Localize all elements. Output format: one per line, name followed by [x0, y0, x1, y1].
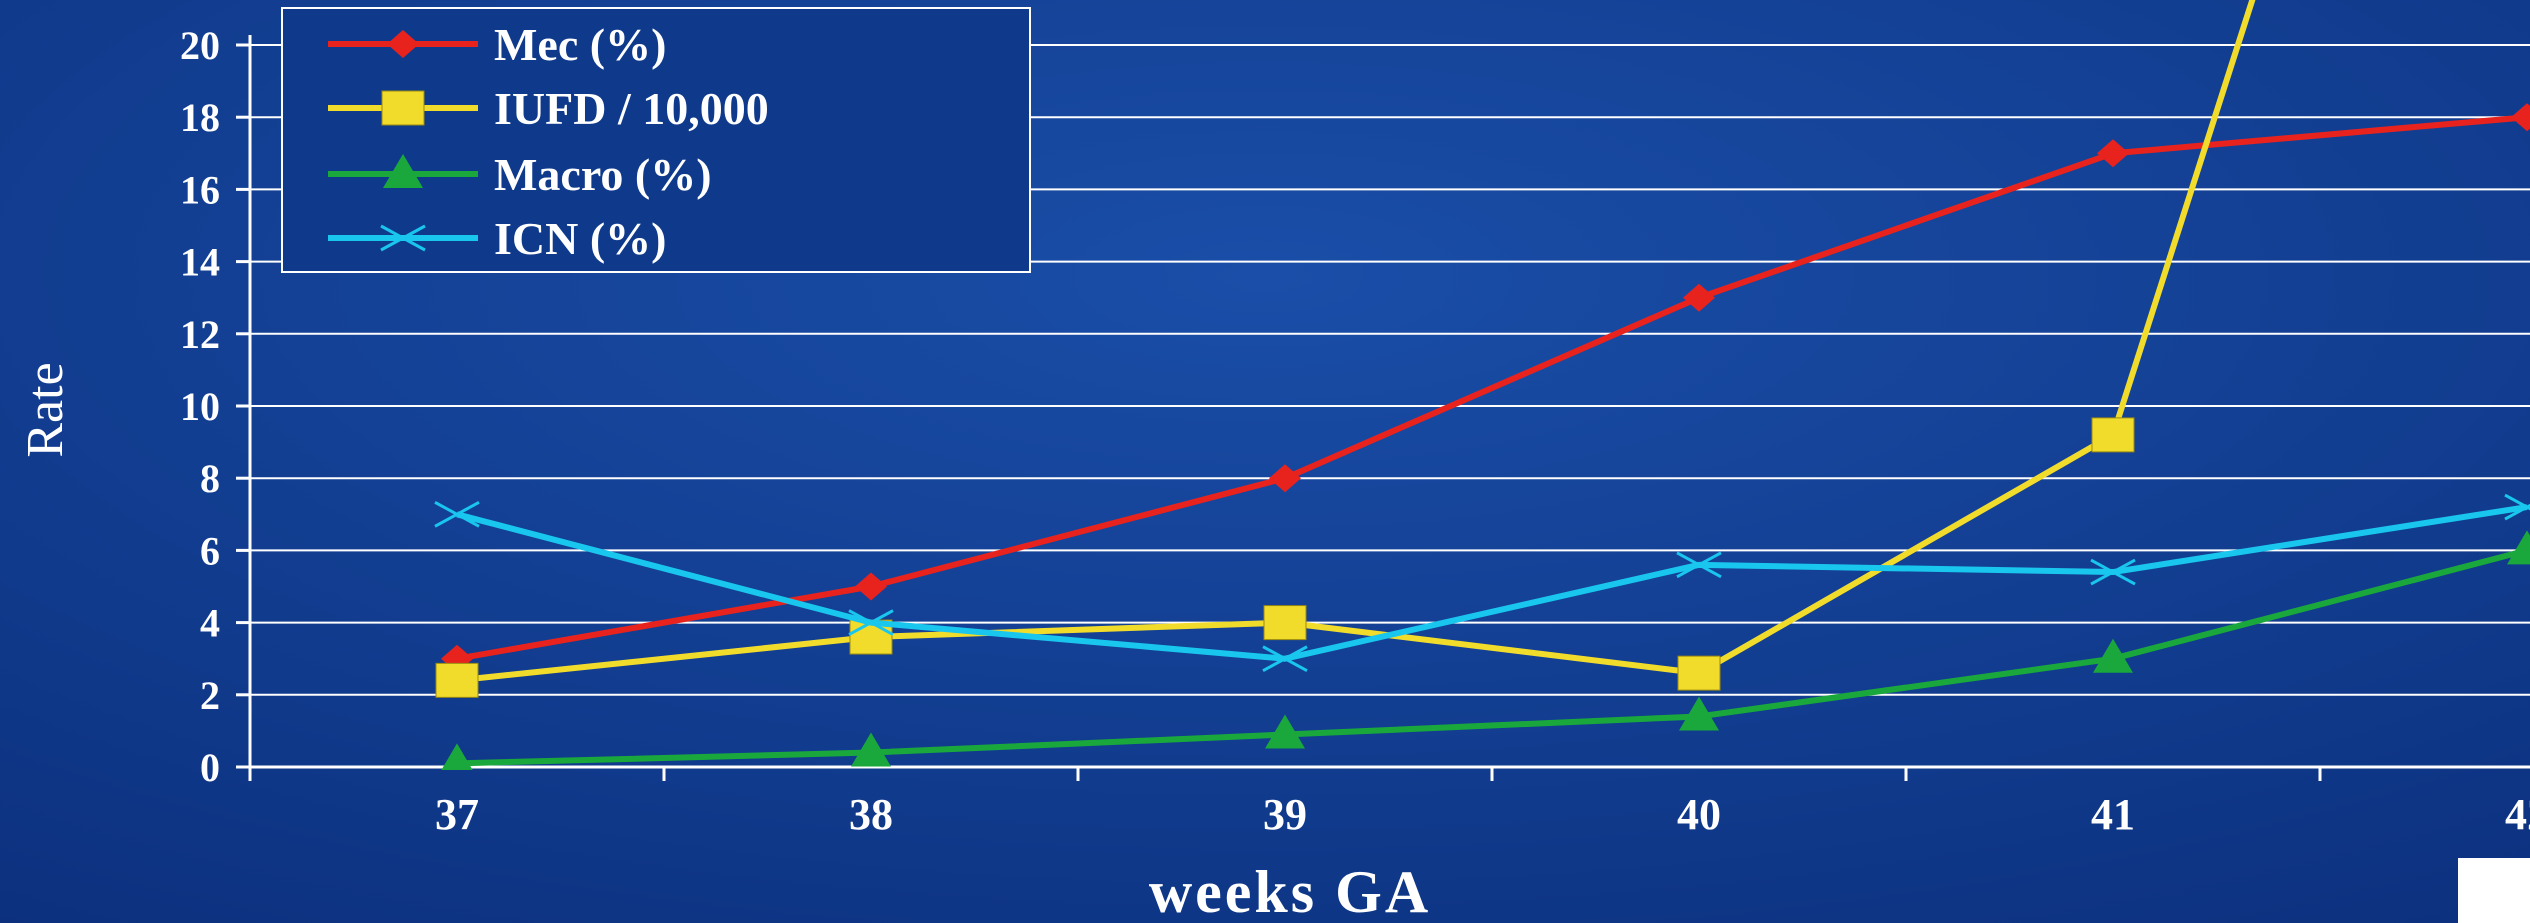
legend-marker [380, 224, 426, 252]
data-point [434, 500, 480, 528]
legend-entry: IUFD / 10,000 [328, 83, 769, 134]
series-1 [435, 0, 2256, 698]
data-point [2093, 638, 2133, 673]
legend-entry: ICN (%) [328, 213, 666, 264]
y-tick-label: 20 [180, 23, 220, 68]
legend-label: Macro (%) [494, 149, 712, 200]
data-point [1677, 655, 1721, 691]
series-0 [441, 103, 2530, 673]
y-tick-label: 0 [200, 745, 220, 790]
x-tick-label: 41 [2091, 790, 2135, 839]
series-line [456, 0, 2256, 684]
data-point [2097, 139, 2129, 168]
tick-labels: 0 2 4 6 8 10 12 14 16 18 20 37 38 39 40 41 42 [180, 23, 2530, 839]
x-tick-label: 38 [849, 790, 893, 839]
data-point [1269, 464, 1301, 493]
y-tick-label: 6 [200, 528, 220, 573]
axes [236, 35, 2530, 781]
data-point [848, 609, 894, 636]
legend-entry: Mec (%) [328, 19, 666, 70]
data-point [1265, 714, 1305, 749]
data-point [1683, 283, 1715, 312]
series-line [456, 114, 2528, 662]
x-tick-label: 42 [2505, 790, 2530, 839]
data-point [2511, 103, 2530, 132]
series-group [434, 0, 2530, 770]
data-point [2091, 417, 2135, 453]
legend-label: ICN (%) [494, 213, 666, 264]
data-point [851, 732, 891, 767]
series-3 [434, 493, 2530, 673]
data-point [2507, 530, 2530, 565]
data-point [1263, 605, 1307, 641]
y-tick-label: 4 [200, 601, 220, 646]
x-tick-label: 40 [1677, 790, 1721, 839]
legend-label: Mec (%) [494, 19, 666, 70]
corner-overlay [2458, 858, 2530, 923]
y-tick-label: 8 [200, 456, 220, 501]
y-tick-label: 18 [180, 95, 220, 140]
y-tick-label: 2 [200, 673, 220, 718]
data-point [435, 662, 479, 698]
x-tick-label: 39 [1263, 790, 1307, 839]
legend-label: IUFD / 10,000 [494, 83, 769, 134]
data-point [2090, 558, 2136, 586]
data-point [2504, 493, 2530, 521]
series-line [456, 504, 2528, 662]
series-2 [441, 530, 2530, 770]
y-tick-label: 12 [180, 312, 220, 357]
data-point [855, 572, 887, 601]
y-tick-label: 10 [180, 384, 220, 429]
data-point [1676, 551, 1722, 579]
legend-marker [387, 30, 419, 58]
data-point [1262, 645, 1308, 673]
data-point [1679, 696, 1719, 731]
legend-entry: Macro (%) [328, 149, 712, 200]
y-tick-label: 14 [180, 240, 220, 285]
legend-marker [381, 90, 425, 126]
data-point [441, 743, 473, 770]
legend-marker [383, 154, 423, 188]
x-tick-label: 37 [435, 790, 479, 839]
legend: Mec (%) IUFD / 10,000 Macro (%) ICN (%) [281, 7, 1031, 273]
y-axis-title: Rate [17, 362, 74, 457]
series-line [456, 547, 2528, 767]
y-tick-label: 16 [180, 167, 220, 212]
x-axis-title: weeks GA [1149, 859, 1431, 923]
